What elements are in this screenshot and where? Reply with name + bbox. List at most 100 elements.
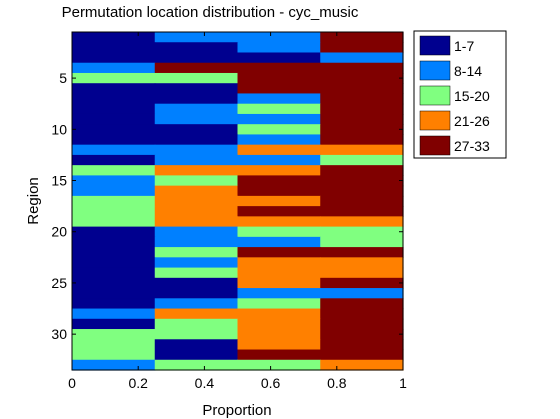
heatmap-cell	[237, 349, 321, 361]
heatmap-cell	[237, 216, 321, 228]
heatmap-cell	[72, 195, 156, 207]
heatmap-cell	[72, 267, 156, 279]
heatmap-cell	[72, 52, 156, 64]
heatmap-cell	[72, 359, 156, 371]
heatmap-cell	[154, 206, 239, 217]
heatmap-cell	[154, 318, 239, 330]
heatmap-cell	[320, 236, 404, 248]
heatmap-cell	[320, 185, 404, 197]
heatmap-cell	[320, 93, 404, 105]
heatmap-cell	[320, 32, 404, 43]
heatmap-cell	[237, 359, 321, 371]
heatmap-cell	[72, 124, 156, 136]
y-axis-label: Region	[25, 177, 42, 225]
heatmap-cell	[72, 226, 156, 238]
heatmap-cell	[154, 288, 239, 299]
heatmap-cell	[237, 185, 321, 197]
heatmap-cell	[320, 134, 404, 146]
heatmap-cell	[72, 339, 156, 351]
heatmap-cell	[72, 308, 156, 320]
heatmap-cell	[320, 267, 404, 279]
heatmap-cell	[154, 329, 239, 340]
heatmap-cell	[320, 216, 404, 228]
heatmap-cell	[237, 103, 321, 115]
heatmap-cell	[72, 113, 156, 125]
heatmap-cell	[154, 267, 239, 279]
heatmap-cell	[154, 124, 239, 136]
y-tick-label: 25	[51, 275, 67, 291]
heatmap-cell	[320, 175, 404, 187]
heatmap-cell	[154, 134, 239, 146]
heatmap-cell	[72, 216, 156, 228]
legend: 1-7 8-14 15-20 21-26 27-33	[413, 30, 507, 159]
heatmap-cell	[320, 144, 404, 156]
legend-swatch	[419, 85, 451, 106]
heatmap-cell	[72, 318, 156, 330]
heatmap-cell	[72, 206, 156, 217]
heatmap-cell	[320, 124, 404, 136]
heatmap-cell	[154, 226, 239, 238]
heatmap-cell	[154, 349, 239, 361]
heatmap-cell	[320, 339, 404, 351]
legend-swatch	[419, 35, 451, 56]
heatmap-cell	[154, 247, 239, 258]
heatmap-cell	[237, 93, 321, 105]
heatmap-cell	[237, 277, 321, 289]
heatmap-cell	[320, 298, 404, 310]
heatmap-cell	[320, 308, 404, 320]
heatmap-cell	[72, 32, 156, 43]
heatmap-cell	[320, 154, 404, 166]
legend-label: 8-14	[454, 63, 482, 79]
x-tick-label: 0	[68, 375, 76, 391]
heatmap-cell	[320, 329, 404, 340]
heatmap-cell	[320, 349, 404, 361]
heatmap-cell	[154, 195, 239, 207]
heatmap-cell	[154, 72, 239, 84]
y-tick-label: 15	[51, 173, 67, 189]
legend-label: 21-26	[454, 113, 490, 129]
heatmap-cell	[72, 288, 156, 299]
heatmap-cell	[237, 124, 321, 136]
plot-frame	[71, 31, 404, 371]
heatmap-cell	[237, 257, 321, 269]
heatmap-cell	[237, 308, 321, 320]
heatmap-cell	[237, 339, 321, 351]
legend-label: 27-33	[454, 138, 490, 154]
heatmap-cell	[154, 103, 239, 115]
heatmap-cell	[154, 154, 239, 166]
heatmap-cell	[237, 32, 321, 43]
x-tick-label: 0.8	[327, 375, 347, 391]
heatmap-cell	[72, 72, 156, 84]
y-tick-label: 10	[51, 121, 67, 137]
chart-title: Permutation location distribution - cyc_…	[62, 4, 359, 21]
heatmap-cell	[154, 359, 239, 371]
heatmap-cell	[154, 62, 239, 74]
heatmap-cell	[237, 288, 321, 299]
heatmap-cell	[320, 257, 404, 269]
heatmap-cell	[237, 42, 321, 54]
legend-label: 1-7	[454, 38, 474, 54]
x-tick-label: 0.6	[261, 375, 281, 391]
heatmap-cell	[237, 62, 321, 74]
heatmap-cell	[237, 298, 321, 310]
heatmap-cell	[72, 185, 156, 197]
heatmap-cell	[237, 72, 321, 84]
heatmap-cell	[237, 154, 321, 166]
heatmap-cell	[154, 83, 239, 95]
y-tick-label: 30	[51, 326, 67, 342]
heatmap-cell	[154, 165, 239, 176]
heatmap-cell	[320, 52, 404, 64]
heatmap-cell	[72, 144, 156, 156]
heatmap-cell	[237, 318, 321, 330]
heatmap-cell	[72, 42, 156, 54]
heatmap-cell	[320, 247, 404, 258]
heatmap-cell	[154, 308, 239, 320]
x-tick-label: 1	[399, 375, 407, 391]
heatmap-cell	[154, 339, 239, 351]
heatmap-cell	[320, 62, 404, 74]
heatmap-cell	[72, 175, 156, 187]
heatmap-cell	[154, 236, 239, 248]
heatmap-cell	[320, 42, 404, 54]
